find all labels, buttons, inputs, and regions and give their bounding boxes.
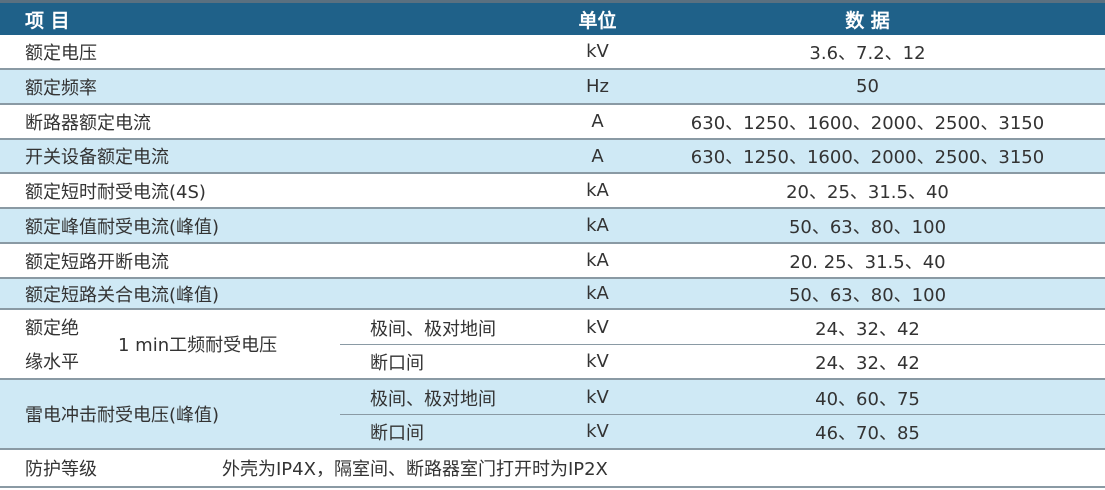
cell-item: 额定短路开断电流: [25, 251, 169, 273]
cell-value: 50、63、80、100: [788, 284, 947, 306]
table-row: 极间、极对地间 kV 24、32、42: [0, 310, 1105, 345]
table-row: 断口间 kV 24、32、42: [0, 345, 1105, 378]
table-row: 断口间 kV 46、70、85: [0, 415, 1105, 448]
header-data: 数 据: [845, 9, 890, 32]
cell-unit: kA: [586, 250, 609, 271]
cell-item: 额定短时耐受电流(4S): [25, 181, 206, 203]
sub-value: 24、32、42: [815, 352, 920, 374]
sub-item: 极间、极对地间: [370, 318, 496, 340]
table-row: 开关设备额定电流 A 630、1250、1600、2000、2500、3150: [0, 140, 1105, 174]
table-row: 额定频率 Hz 50: [0, 70, 1105, 105]
table-row: 额定峰值耐受电流(峰值) kA 50、63、80、100: [0, 209, 1105, 244]
insulation-test: 1 min工频耐受电压: [118, 335, 278, 356]
insulation-row: 额定绝 缘水平 1 min工频耐受电压 极间、极对地间 kV 24、32、42 …: [0, 310, 1105, 380]
table-header: 项 目 单位 数 据: [0, 0, 1105, 35]
cell-value: 3.6、7.2、12: [809, 42, 926, 64]
cell-value: 50: [856, 76, 879, 97]
cell-item: 断路器额定电流: [25, 112, 151, 134]
cell-unit: kA: [586, 215, 609, 236]
insulation-label-1: 额定绝: [25, 318, 79, 339]
protection-row: 防护等级 外壳为IP4X，隔室间、断路器室门打开时为IP2X: [0, 450, 1105, 488]
header-unit: 单位: [578, 9, 617, 32]
sub-unit: kV: [586, 421, 609, 442]
sub-item: 极间、极对地间: [370, 388, 496, 410]
cell-item: 额定峰值耐受电流(峰值): [25, 216, 220, 238]
protection-label: 防护等级: [25, 459, 97, 480]
divider: [340, 344, 1105, 345]
sub-value: 40、60、75: [815, 388, 920, 410]
cell-unit: A: [591, 145, 604, 167]
sub-unit: kV: [586, 351, 609, 372]
cell-item: 额定频率: [25, 77, 97, 99]
cell-value: 630、1250、1600、2000、2500、3150: [690, 147, 1045, 168]
cell-unit: Hz: [586, 76, 609, 97]
cell-item: 额定电压: [25, 42, 97, 64]
table-row: 额定短路开断电流 kA 20. 25、31.5、40: [0, 244, 1105, 279]
sub-unit: kV: [586, 317, 609, 338]
lightning-row: 雷电冲击耐受电压(峰值) 极间、极对地间 kV 40、60、75 断口间 kV …: [0, 380, 1105, 450]
cell-item: 开关设备额定电流: [25, 147, 169, 168]
protection-value: 外壳为IP4X，隔室间、断路器室门打开时为IP2X: [222, 459, 608, 480]
cell-value: 630、1250、1600、2000、2500、3150: [690, 112, 1045, 134]
cell-item: 额定短路关合电流(峰值): [25, 284, 220, 306]
cell-unit: kA: [586, 283, 609, 304]
cell-unit: A: [591, 111, 604, 132]
sub-item: 断口间: [370, 422, 424, 444]
sub-item: 断口间: [370, 352, 424, 374]
table-row: 极间、极对地间 kV 40、60、75: [0, 380, 1105, 415]
divider: [340, 414, 1105, 415]
sub-value: 46、70、85: [815, 422, 920, 444]
table-row: 断路器额定电流 A 630、1250、1600、2000、2500、3150: [0, 105, 1105, 140]
sub-value: 24、32、42: [815, 318, 920, 340]
cell-value: 20、25、31.5、40: [786, 181, 949, 203]
cell-value: 20. 25、31.5、40: [789, 251, 946, 273]
cell-unit: kA: [586, 180, 609, 201]
cell-value: 50、63、80、100: [788, 216, 947, 238]
table-row: 额定短路关合电流(峰值) kA 50、63、80、100: [0, 279, 1105, 310]
table-row: 额定电压 kV 3.6、7.2、12: [0, 35, 1105, 70]
sub-unit: kV: [586, 387, 609, 408]
lightning-label: 雷电冲击耐受电压(峰值): [25, 405, 220, 426]
insulation-label-2: 缘水平: [25, 352, 79, 373]
header-item: 项 目: [25, 9, 70, 32]
cell-unit: kV: [586, 41, 609, 62]
table-row: 额定短时耐受电流(4S) kA 20、25、31.5、40: [0, 174, 1105, 209]
